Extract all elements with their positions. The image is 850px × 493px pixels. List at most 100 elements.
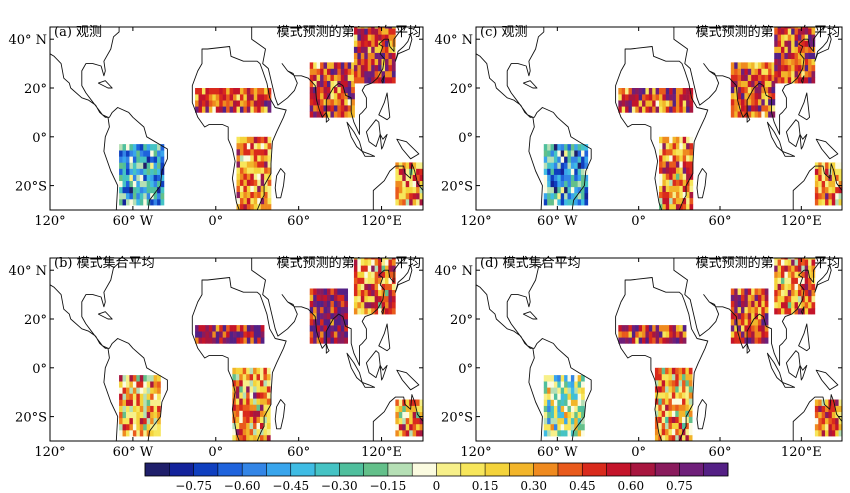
data-cell xyxy=(659,179,663,186)
data-cell xyxy=(808,259,812,266)
data-cell xyxy=(734,80,738,88)
data-cell xyxy=(734,98,738,106)
data-cell xyxy=(730,92,735,100)
data-cell xyxy=(547,144,551,151)
data-cell xyxy=(219,88,223,95)
data-cell xyxy=(344,62,349,69)
data-cell xyxy=(747,105,752,112)
data-cell xyxy=(153,393,158,400)
data-cell xyxy=(402,417,407,425)
data-cell xyxy=(659,337,663,344)
data-cell xyxy=(385,277,389,284)
data-cell xyxy=(309,86,314,94)
data-cell xyxy=(320,319,324,326)
data-cell xyxy=(678,386,683,393)
data-cell xyxy=(129,180,134,188)
data-cell xyxy=(675,373,679,381)
data-cell xyxy=(264,100,268,107)
data-cell xyxy=(665,434,669,441)
data-cell xyxy=(754,337,759,344)
data-cell xyxy=(226,325,230,332)
data-cell xyxy=(239,142,244,150)
data-cell xyxy=(326,300,331,308)
data-cell xyxy=(330,331,335,338)
data-cell xyxy=(689,203,694,210)
data-cell xyxy=(333,62,338,69)
data-cell xyxy=(150,144,154,151)
data-cell xyxy=(222,88,227,95)
data-cell xyxy=(672,136,677,144)
coastline xyxy=(381,306,385,315)
data-cell xyxy=(835,199,839,206)
data-cell xyxy=(246,173,251,180)
data-cell xyxy=(309,98,314,106)
data-cell xyxy=(129,405,134,413)
data-cell xyxy=(136,144,141,151)
data-cell xyxy=(557,174,562,182)
data-cell xyxy=(160,168,165,175)
data-cell xyxy=(233,325,237,332)
data-cell xyxy=(150,174,154,182)
coastline xyxy=(766,352,783,383)
coastline xyxy=(615,277,709,441)
data-cell xyxy=(560,199,565,206)
data-cell xyxy=(669,149,673,156)
data-cell xyxy=(381,277,386,284)
data-cell xyxy=(219,94,223,101)
data-cell xyxy=(416,423,420,431)
lat-tick-label: 20° xyxy=(450,313,473,328)
data-cell xyxy=(385,28,389,35)
data-cell xyxy=(367,77,372,84)
data-cell xyxy=(550,144,555,151)
data-cell xyxy=(264,191,268,199)
data-cell xyxy=(260,100,265,107)
region-south-america xyxy=(119,375,161,437)
data-cell xyxy=(371,40,375,47)
data-cell xyxy=(416,168,420,175)
data-cell xyxy=(405,162,410,169)
data-cell xyxy=(797,308,802,315)
data-cell xyxy=(584,168,589,175)
data-cell xyxy=(263,392,268,399)
data-cell xyxy=(781,64,785,72)
data-cell xyxy=(388,259,393,266)
data-cell xyxy=(741,80,745,88)
data-cell xyxy=(751,288,755,295)
data-cell xyxy=(777,77,782,84)
data-cell xyxy=(672,149,677,156)
data-cell xyxy=(550,375,555,382)
data-cell xyxy=(236,88,241,95)
data-cell xyxy=(419,199,423,206)
data-cell xyxy=(757,325,762,332)
data-cell xyxy=(553,144,558,151)
data-cell xyxy=(239,434,244,441)
data-cell xyxy=(243,173,248,180)
data-cell xyxy=(143,150,147,157)
data-cell xyxy=(808,301,812,309)
data-cell xyxy=(672,179,677,186)
data-cell xyxy=(744,306,749,314)
data-cell xyxy=(825,192,829,200)
data-cell xyxy=(153,192,158,200)
data-cell xyxy=(682,416,686,423)
data-cell xyxy=(226,337,230,344)
data-cell xyxy=(672,88,677,95)
data-cell xyxy=(253,191,258,199)
data-cell xyxy=(157,156,161,163)
data-cell xyxy=(157,150,161,157)
data-cell xyxy=(686,191,690,199)
data-cell xyxy=(263,373,268,381)
data-cell xyxy=(125,375,130,382)
data-cell xyxy=(242,404,247,411)
data-cell xyxy=(139,144,144,151)
data-cell xyxy=(675,398,679,405)
data-cell xyxy=(777,52,782,60)
data-cell xyxy=(665,149,670,156)
data-cell xyxy=(157,381,161,388)
data-cell xyxy=(388,58,393,66)
panel-c-map xyxy=(476,27,842,210)
data-cell xyxy=(374,64,379,72)
data-cell xyxy=(388,52,393,60)
data-cell xyxy=(811,289,816,297)
data-cell xyxy=(416,192,420,200)
